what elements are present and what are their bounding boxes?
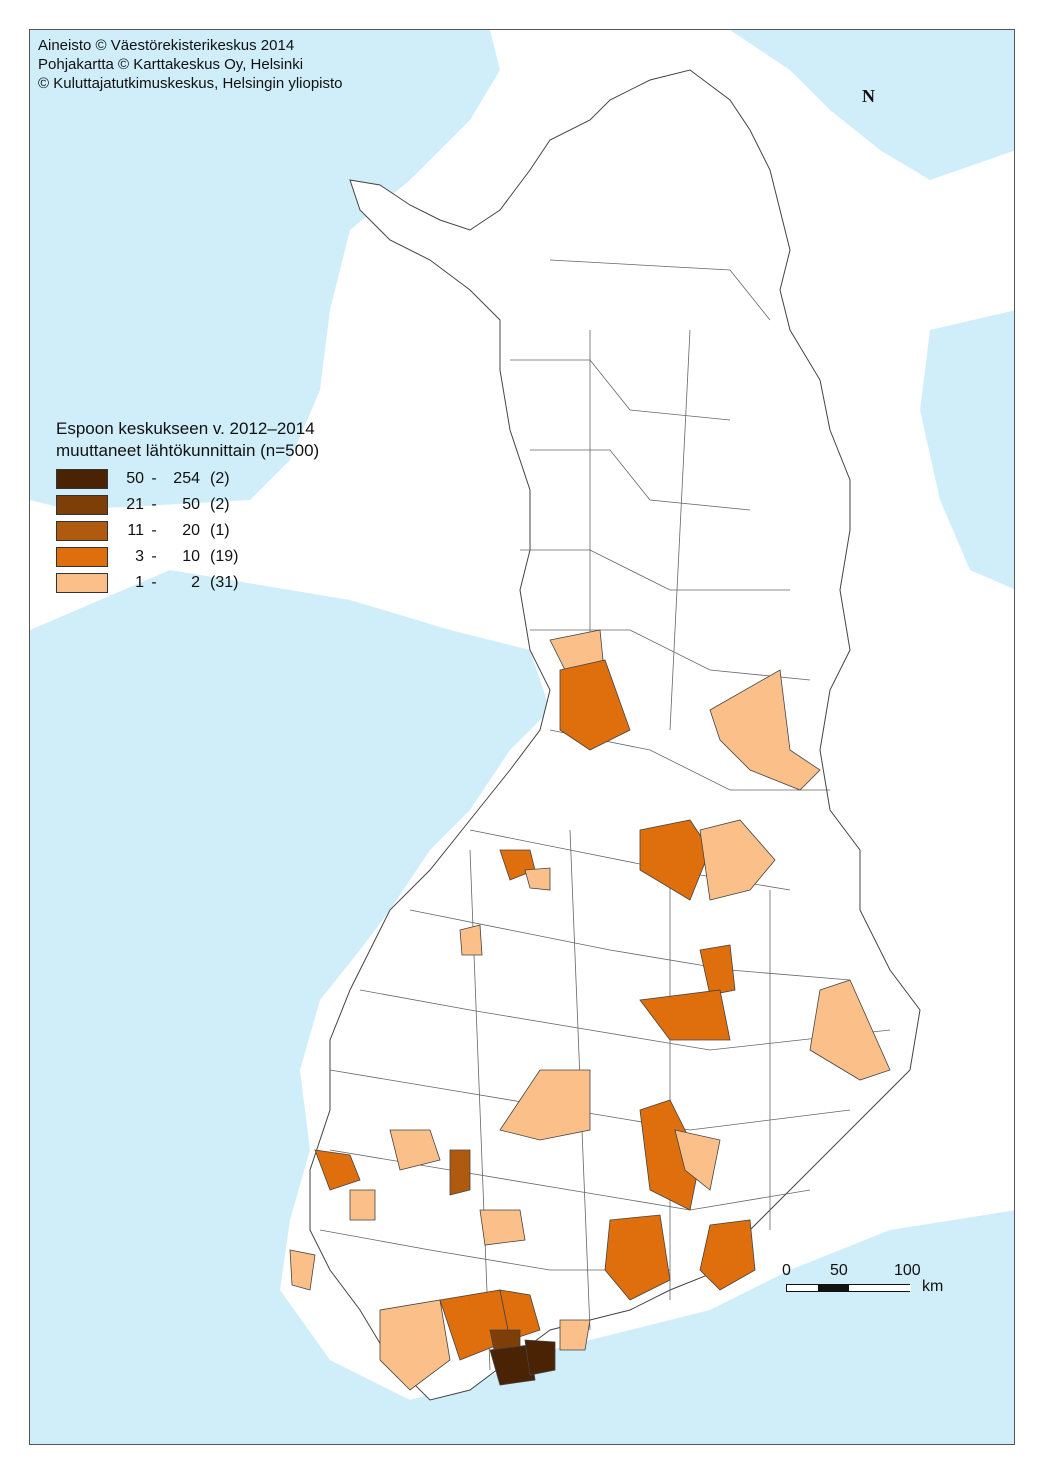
choropleth-regions <box>289 629 891 1391</box>
legend-range-high: 10 <box>182 548 200 565</box>
region-class-3-10 <box>639 989 731 1041</box>
legend-dash: - <box>151 470 157 487</box>
map-canvas <box>30 30 1014 1444</box>
legend-range-high: 20 <box>182 522 200 539</box>
legend-dash: - <box>151 548 157 565</box>
region-class-50-254 <box>524 1339 556 1376</box>
region-class-50-254 <box>489 1344 536 1386</box>
legend-item: 1 - 2 (31) <box>56 570 319 596</box>
region-class-1-2 <box>479 1209 526 1246</box>
legend-range-high: 50 <box>182 496 200 513</box>
region-class-1-2 <box>524 867 551 891</box>
region-class-1-2 <box>389 1129 441 1171</box>
legend-dash: - <box>151 574 157 591</box>
legend-count: (2) <box>210 470 230 487</box>
credit-line: Pohjakartta © Karttakeskus Oy, Helsinki <box>38 56 304 73</box>
legend-title-line-2: muuttaneet lähtökunnittain (n=500) <box>56 441 320 460</box>
legend-swatch <box>56 521 108 541</box>
scale-segment <box>849 1285 911 1291</box>
legend-range-high: 254 <box>173 470 200 487</box>
legend-swatch <box>56 547 108 567</box>
eastern-lake-area <box>920 310 1014 590</box>
north-arrow: N <box>862 86 875 106</box>
sea-area <box>30 30 500 510</box>
scale-segment <box>818 1285 849 1291</box>
legend-item: 21 - 50 (2) <box>56 492 319 518</box>
region-class-3-10 <box>699 944 736 996</box>
legend-count: (1) <box>210 522 230 539</box>
legend-item: 3 - 10 (19) <box>56 544 319 570</box>
region-class-3-10 <box>499 1289 541 1341</box>
region-class-1-2 <box>349 1189 376 1221</box>
legend-swatch <box>56 573 108 593</box>
credit-line: © Kuluttajatutkimuskeskus, Helsingin yli… <box>38 75 343 92</box>
region-class-1-2 <box>379 1299 451 1391</box>
legend-range-low: 3 <box>135 548 144 565</box>
region-class-3-10 <box>604 1214 671 1301</box>
gulf-of-bothnia <box>30 570 1014 1444</box>
legend-item: 11 - 20 (1) <box>56 518 319 544</box>
map-credits: Aineisto © Väestörekisterikeskus 2014 Po… <box>38 36 343 93</box>
scale-bar: 0 50 100 km <box>782 1262 966 1322</box>
map-legend: Espoon keskukseen v. 2012–2014 muuttanee… <box>56 418 319 596</box>
legend-title-line-1: Espoon keskukseen v. 2012–2014 <box>56 419 315 438</box>
scale-unit: km <box>922 1278 944 1295</box>
scale-label-100: 100 <box>894 1262 921 1279</box>
northern-sea <box>730 30 1014 180</box>
region-class-3-10 <box>559 659 631 751</box>
region-class-3-10 <box>314 1149 361 1191</box>
legend-swatch <box>56 469 108 489</box>
legend-items: 50 - 254 (2) 21 - 50 (2) 11 - 20 (1) <box>56 466 319 596</box>
legend-count: (2) <box>210 496 230 513</box>
region-class-1-2 <box>709 669 821 791</box>
legend-range-low: 50 <box>126 470 144 487</box>
region-class-1-2 <box>499 1069 591 1141</box>
legend-count: (19) <box>210 548 239 565</box>
region-class-1-2 <box>459 924 483 956</box>
region-class-11-20 <box>449 1149 471 1196</box>
credit-line: Aineisto © Väestörekisterikeskus 2014 <box>38 37 295 54</box>
scale-label-50: 50 <box>830 1262 848 1279</box>
legend-dash: - <box>151 522 157 539</box>
legend-item: 50 - 254 (2) <box>56 466 319 492</box>
legend-dash: - <box>151 496 157 513</box>
legend-range-low: 1 <box>135 574 144 591</box>
map-frame: Aineisto © Väestörekisterikeskus 2014 Po… <box>29 29 1015 1445</box>
scale-bar-graphic <box>786 1284 911 1292</box>
scale-label-0: 0 <box>782 1262 791 1279</box>
scale-segment <box>787 1285 818 1291</box>
region-class-3-10 <box>639 1099 701 1211</box>
region-class-1-2 <box>559 1319 591 1351</box>
legend-swatch <box>56 495 108 515</box>
legend-range-high: 2 <box>191 574 200 591</box>
region-class-3-10 <box>699 1219 756 1291</box>
region-class-1-2 <box>289 1249 316 1291</box>
legend-range-low: 11 <box>127 522 144 539</box>
region-class-1-2 <box>699 819 776 901</box>
legend-count: (31) <box>210 574 239 591</box>
region-class-1-2 <box>809 979 891 1081</box>
legend-range-low: 21 <box>126 496 144 513</box>
region-class-1-2 <box>674 1129 721 1191</box>
region-class-3-10 <box>639 819 711 901</box>
